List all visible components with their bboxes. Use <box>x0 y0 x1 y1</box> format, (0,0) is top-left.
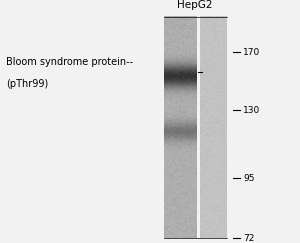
Text: 72: 72 <box>243 234 254 243</box>
Text: 170: 170 <box>243 48 260 57</box>
Text: 130: 130 <box>243 106 260 115</box>
Text: HepG2: HepG2 <box>177 0 213 10</box>
Text: (pThr99): (pThr99) <box>6 79 48 89</box>
Text: Bloom syndrome protein--: Bloom syndrome protein-- <box>6 57 133 67</box>
Text: 95: 95 <box>243 174 254 183</box>
